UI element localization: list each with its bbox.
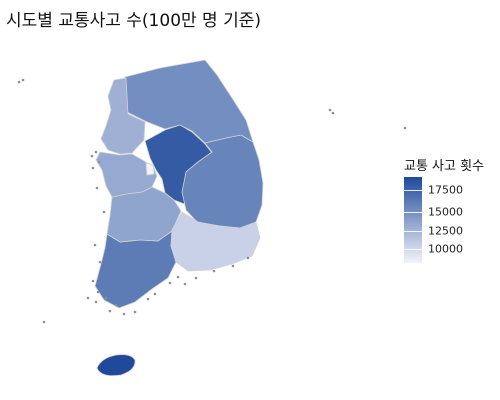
island-dot <box>231 264 235 268</box>
island-dot <box>94 300 98 304</box>
island-dot <box>94 150 98 154</box>
legend-title: 교통 사고 횟수 <box>404 159 485 174</box>
legend: 교통 사고 횟수 17500 15000 12500 10000 <box>404 155 500 263</box>
region-gyeonggi <box>100 77 146 155</box>
island-dot <box>104 296 108 300</box>
legend-tick-label: 10000 <box>428 242 463 256</box>
legend-tick-label: 15000 <box>428 205 463 219</box>
island-dot <box>21 78 25 82</box>
island-dot <box>97 160 101 164</box>
island-dot <box>17 80 21 84</box>
island-dot <box>168 281 172 285</box>
island-dot <box>114 303 118 307</box>
island-dot <box>86 296 90 300</box>
map-title: 시도별 교통사고 수(100만 명 기준) <box>6 11 262 31</box>
legend-tick <box>404 212 422 213</box>
island-dot <box>42 320 46 324</box>
island-dot <box>331 111 335 115</box>
island-dot <box>96 290 100 294</box>
legend-tick-label: 17500 <box>428 183 463 197</box>
island-dot <box>246 256 250 260</box>
island-dot <box>183 282 187 286</box>
island-dot <box>108 309 112 313</box>
legend-tick <box>404 249 422 250</box>
legend-tick <box>404 231 422 232</box>
legend-tick-label: 12500 <box>428 224 463 238</box>
region-jeju <box>96 354 136 377</box>
island-dot <box>98 260 102 264</box>
island-dot <box>90 154 94 158</box>
island-dot <box>328 108 332 112</box>
island-dot <box>176 275 180 279</box>
island-dot <box>153 292 157 296</box>
island-dot <box>95 186 99 190</box>
island-dot <box>194 276 198 280</box>
island-dot <box>91 279 95 283</box>
region-jeonnam <box>94 230 177 309</box>
island-dot <box>146 297 150 301</box>
region-sejong <box>145 162 155 176</box>
island-dot <box>122 312 126 316</box>
region-gyeongnam <box>170 211 261 272</box>
island-dot <box>403 126 407 130</box>
region-chungnam <box>95 151 158 198</box>
island-dot <box>133 310 137 314</box>
legend-tick <box>404 190 422 191</box>
island-dot <box>91 166 95 170</box>
island-dot <box>212 269 216 273</box>
island-dot <box>93 243 97 247</box>
island-dot <box>102 210 106 214</box>
legend-gradient-bar <box>404 177 422 263</box>
